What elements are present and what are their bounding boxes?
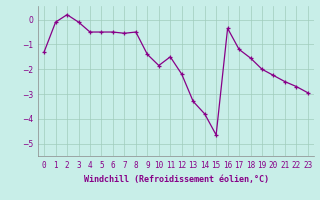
X-axis label: Windchill (Refroidissement éolien,°C): Windchill (Refroidissement éolien,°C) [84,175,268,184]
